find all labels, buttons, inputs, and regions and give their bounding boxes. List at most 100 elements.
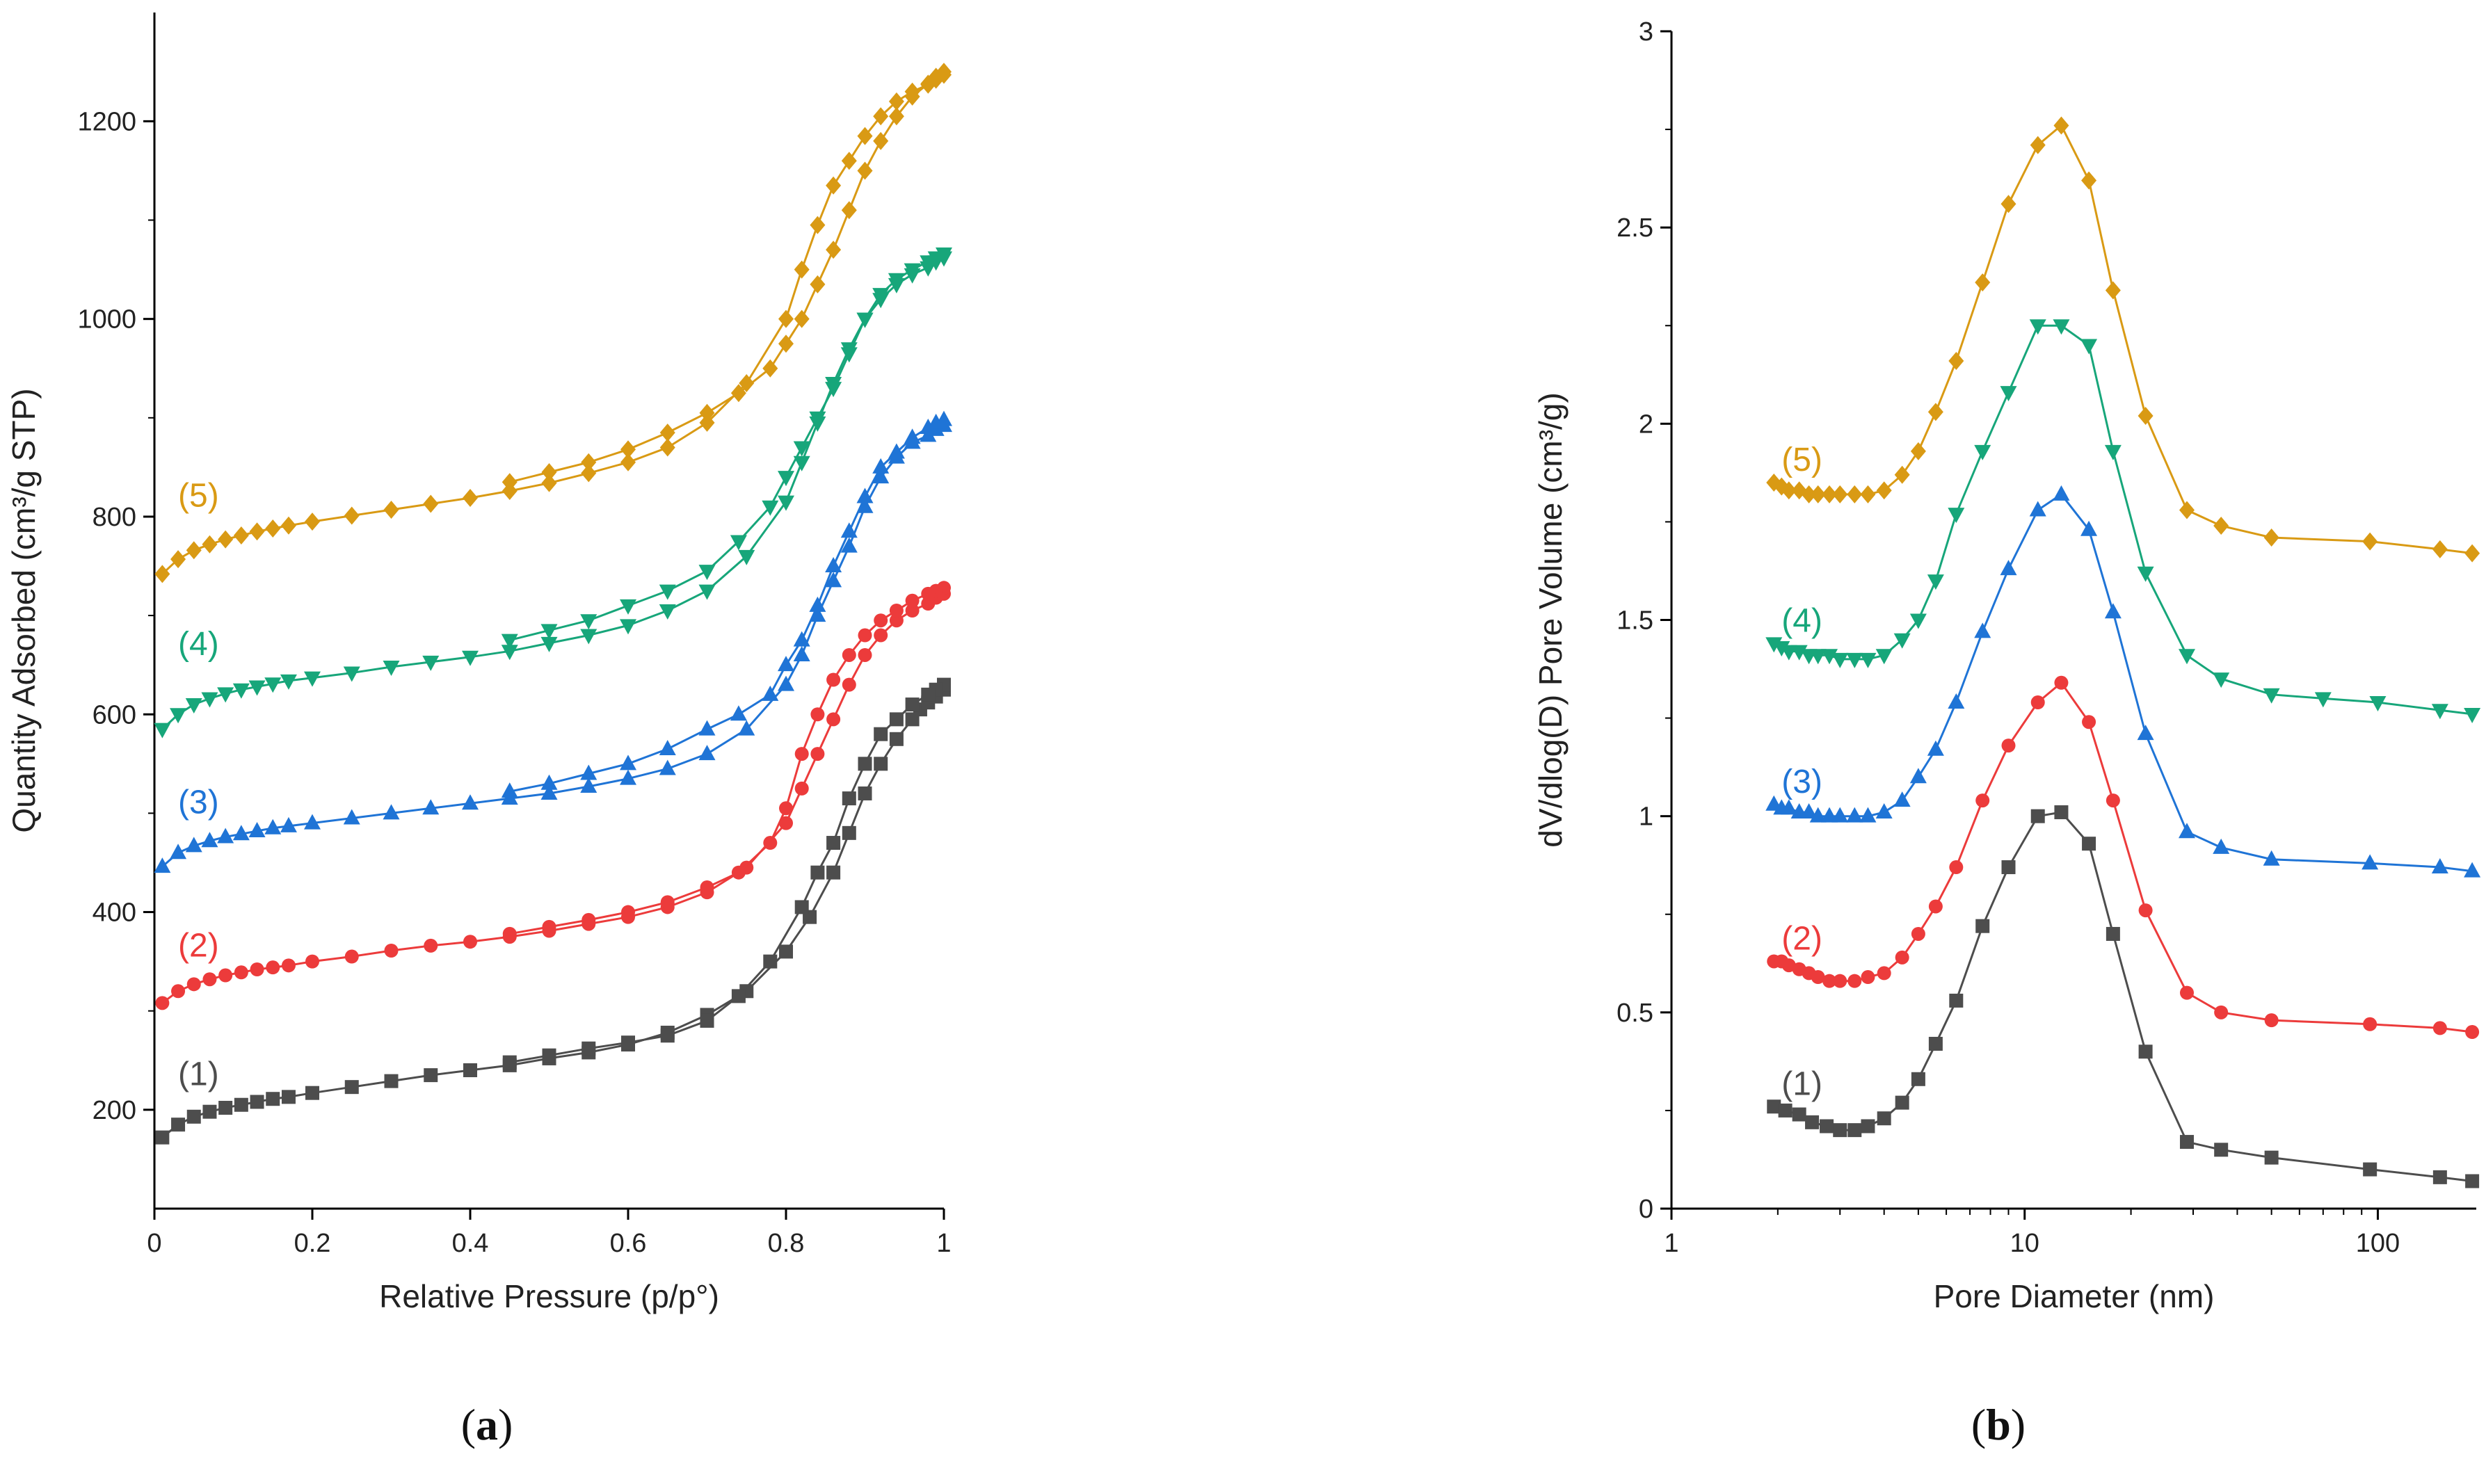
- adsorption-point: [858, 647, 872, 662]
- distribution-point: [1974, 444, 1991, 460]
- desorption-point: [794, 747, 809, 761]
- adsorption-point: [857, 127, 873, 145]
- adsorption-point: [778, 495, 794, 511]
- distribution-point: [1861, 1119, 1875, 1134]
- adsorption-point: [779, 944, 793, 959]
- desorption-point: [731, 989, 746, 1003]
- series-s1: (1): [1767, 805, 2480, 1188]
- distribution-point: [1810, 485, 1826, 503]
- distribution-point: [1831, 652, 1849, 668]
- desorption-point: [541, 462, 557, 481]
- adsorption-point: [872, 468, 890, 484]
- adsorption-point: [280, 816, 297, 832]
- desorption-point: [698, 720, 716, 736]
- desorption-point: [904, 263, 921, 279]
- distribution-point: [1847, 974, 1862, 988]
- desorption-point: [762, 359, 778, 378]
- x-axis-title: Pore Diameter (nm): [1934, 1278, 2215, 1314]
- desorption-point: [841, 201, 857, 220]
- distribution-line: [1773, 324, 2473, 716]
- distribution-point: [1974, 622, 1991, 638]
- adsorption-point: [424, 1068, 438, 1083]
- distribution-point: [1893, 633, 1911, 649]
- y-axis-title: dV/dlog(D) Pore Volume (cm³/g): [1532, 392, 1569, 847]
- distribution-point: [2105, 281, 2121, 300]
- y-tick-label: 1: [1639, 803, 1653, 832]
- adsorption-point: [540, 784, 558, 800]
- y-tick-label: 0: [1639, 1195, 1653, 1224]
- desorption-point: [858, 757, 872, 771]
- adsorption-point: [280, 516, 296, 535]
- adsorption-point: [778, 309, 794, 328]
- desorption-point: [904, 428, 921, 444]
- adsorption-point: [232, 683, 250, 699]
- adsorption-point: [698, 745, 716, 761]
- desorption-point: [920, 255, 937, 271]
- distribution-point: [2464, 707, 2481, 723]
- series-s1: (1): [155, 677, 951, 1145]
- adsorption-point: [659, 438, 675, 457]
- distribution-point: [2464, 862, 2481, 878]
- distribution-point: [2030, 809, 2045, 823]
- desorption-point: [730, 705, 747, 721]
- desorption-point: [659, 424, 675, 442]
- adsorption-point: [541, 474, 557, 492]
- adsorption-point: [264, 677, 282, 693]
- adsorption-point: [905, 604, 920, 618]
- distribution-point: [2179, 501, 2195, 519]
- desorption-point: [809, 411, 826, 427]
- desorption-point: [778, 334, 794, 353]
- desorption-point: [856, 312, 874, 328]
- adsorption-point: [305, 513, 320, 531]
- series-label: (4): [178, 626, 219, 663]
- adsorption-point: [810, 747, 825, 761]
- adsorption-point: [422, 655, 440, 671]
- distribution-point: [1833, 974, 1847, 988]
- distribution-point: [1975, 273, 1991, 292]
- distribution-point: [1948, 352, 1964, 371]
- x-axis-title: Relative Pressure (p/p°): [379, 1278, 719, 1314]
- series-label: (2): [178, 928, 219, 965]
- adsorption-point: [423, 494, 439, 513]
- desorption-point: [582, 1041, 596, 1056]
- adsorption-point: [501, 645, 518, 661]
- series-label: (4): [1781, 602, 1822, 639]
- distribution-point: [1765, 637, 1783, 653]
- adsorption-point: [463, 935, 477, 949]
- desorption-point: [793, 441, 810, 457]
- adsorption-point: [185, 837, 202, 853]
- adsorption-point: [463, 1063, 477, 1077]
- distribution-line: [1774, 681, 2473, 1033]
- desorption-point: [872, 458, 890, 474]
- desorption-point: [810, 275, 826, 293]
- distribution-point: [2082, 837, 2096, 851]
- desorption-point: [920, 74, 936, 93]
- adsorption-point: [234, 965, 248, 980]
- distribution-point: [2106, 793, 2120, 808]
- distribution-point: [2179, 1135, 2194, 1150]
- series-s2: (2): [1767, 675, 2480, 1040]
- y-tick-label: 0.5: [1617, 999, 1653, 1028]
- distribution-point: [2138, 903, 2153, 918]
- desorption-point: [762, 500, 779, 516]
- distribution-point: [1781, 481, 1797, 500]
- adsorption-point: [739, 374, 755, 393]
- distribution-point: [1948, 508, 1965, 524]
- adsorption-point: [826, 712, 841, 727]
- adsorption-point: [201, 832, 218, 848]
- distribution-point: [1822, 485, 1838, 503]
- y-tick-label: 1000: [77, 305, 136, 334]
- adsorption-point: [793, 455, 810, 471]
- desorption-point: [501, 634, 518, 650]
- desorption-point: [874, 727, 888, 741]
- distribution-point: [2001, 739, 2016, 753]
- distribution-point: [2137, 725, 2154, 741]
- distribution-point: [2053, 116, 2069, 135]
- y-axis-title: Quantity Adsorbed (cm³/g STP): [6, 388, 42, 832]
- desorption-point: [794, 309, 810, 328]
- desorption-point: [889, 604, 904, 618]
- adsorption-point: [779, 816, 793, 830]
- desorption-point: [621, 905, 635, 919]
- adsorption-point: [873, 107, 889, 126]
